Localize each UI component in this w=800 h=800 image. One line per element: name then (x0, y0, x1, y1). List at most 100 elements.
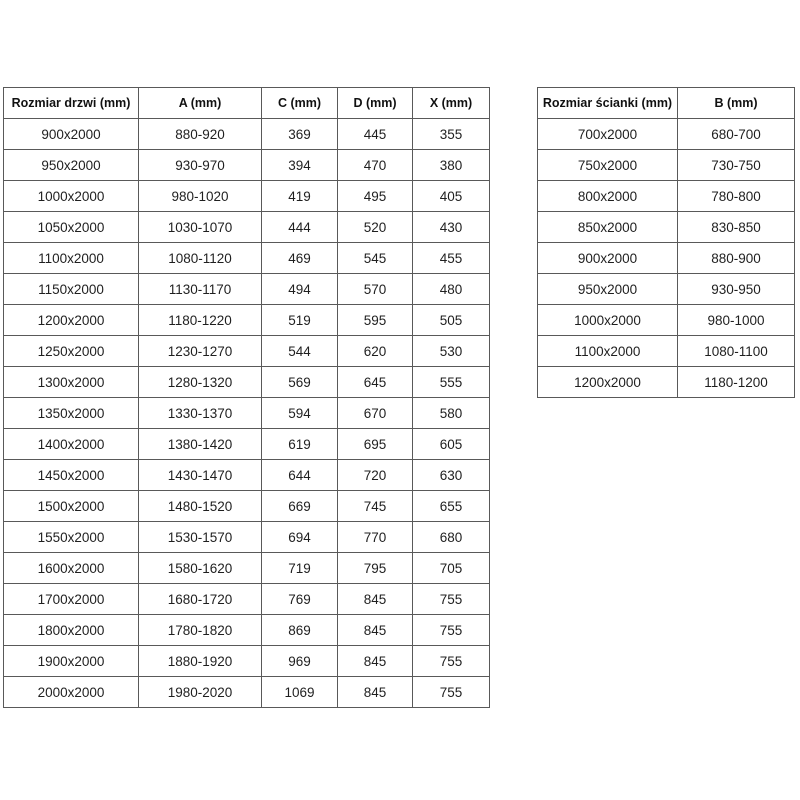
table-row: 1150x2000 1130-1170 494 570 480 (3, 273, 490, 305)
table-row: 1100x2000 1080-1100 (537, 335, 795, 367)
table-cell: 755 (412, 614, 490, 646)
header-row: Rozmiar ścianki (mm) B (mm) (537, 87, 795, 119)
table-cell: 594 (261, 397, 338, 429)
table-cell: 1300x2000 (3, 366, 139, 398)
table-cell: 520 (337, 211, 413, 243)
table-cell: 1900x2000 (3, 645, 139, 677)
table-cell: 530 (412, 335, 490, 367)
table-cell: 850x2000 (537, 211, 678, 243)
table-cell: 680-700 (677, 118, 795, 150)
table-cell: 419 (261, 180, 338, 212)
table-row: 750x2000 730-750 (537, 149, 795, 181)
table-cell: 1100x2000 (537, 335, 678, 367)
header-cell: D (mm) (337, 87, 413, 119)
table-cell: 1430-1470 (138, 459, 262, 491)
table-row: 1050x2000 1030-1070 444 520 430 (3, 211, 490, 243)
table-cell: 505 (412, 304, 490, 336)
table-row: 850x2000 830-850 (537, 211, 795, 243)
table-row: 700x2000 680-700 (537, 118, 795, 150)
table-cell: 705 (412, 552, 490, 584)
table-row: 1900x2000 1880-1920 969 845 755 (3, 645, 490, 677)
table-row: 1200x2000 1180-1220 519 595 505 (3, 304, 490, 336)
table-cell: 755 (412, 645, 490, 677)
table-cell: 1150x2000 (3, 273, 139, 305)
table-row: 900x2000 880-920 369 445 355 (3, 118, 490, 150)
header-cell: B (mm) (677, 87, 795, 119)
table-cell: 1000x2000 (3, 180, 139, 212)
table-cell: 755 (412, 583, 490, 615)
table-cell: 770 (337, 521, 413, 553)
table-cell: 845 (337, 583, 413, 615)
table-cell: 1180-1220 (138, 304, 262, 336)
table-cell: 380 (412, 149, 490, 181)
table-cell: 444 (261, 211, 338, 243)
table-cell: 445 (337, 118, 413, 150)
table-row: 1000x2000 980-1020 419 495 405 (3, 180, 490, 212)
table-cell: 869 (261, 614, 338, 646)
table-cell: 1030-1070 (138, 211, 262, 243)
table-cell: 1350x2000 (3, 397, 139, 429)
table-cell: 1550x2000 (3, 521, 139, 553)
table-cell: 469 (261, 242, 338, 274)
table-cell: 1250x2000 (3, 335, 139, 367)
table-cell: 1080-1120 (138, 242, 262, 274)
table-cell: 795 (337, 552, 413, 584)
table-cell: 2000x2000 (3, 676, 139, 708)
table-cell: 630 (412, 459, 490, 491)
table-cell: 1680-1720 (138, 583, 262, 615)
table-cell: 930-950 (677, 273, 795, 305)
table-cell: 480 (412, 273, 490, 305)
table-cell: 430 (412, 211, 490, 243)
table-cell: 1130-1170 (138, 273, 262, 305)
table-row: 1250x2000 1230-1270 544 620 530 (3, 335, 490, 367)
table-cell: 800x2000 (537, 180, 678, 212)
header-cell: C (mm) (261, 87, 338, 119)
table-cell: 470 (337, 149, 413, 181)
table-cell: 845 (337, 614, 413, 646)
table-cell: 495 (337, 180, 413, 212)
table-row: 1000x2000 980-1000 (537, 304, 795, 336)
table-row: 1800x2000 1780-1820 869 845 755 (3, 614, 490, 646)
table-row: 1700x2000 1680-1720 769 845 755 (3, 583, 490, 615)
table-cell: 719 (261, 552, 338, 584)
table-cell: 1450x2000 (3, 459, 139, 491)
table-row: 950x2000 930-950 (537, 273, 795, 305)
table-cell: 830-850 (677, 211, 795, 243)
header-row: Rozmiar drzwi (mm) A (mm) C (mm) D (mm) X (m… (3, 87, 490, 119)
table-cell: 1600x2000 (3, 552, 139, 584)
table-cell: 930-970 (138, 149, 262, 181)
door-size-table: Rozmiar drzwi (mm) A (mm) C (mm) D (mm) X (m… (3, 87, 490, 708)
table-cell: 880-920 (138, 118, 262, 150)
table-row: 1450x2000 1430-1470 644 720 630 (3, 459, 490, 491)
table-cell: 644 (261, 459, 338, 491)
header-cell: X (mm) (412, 87, 490, 119)
table-cell: 1050x2000 (3, 211, 139, 243)
table-cell: 620 (337, 335, 413, 367)
table-cell: 1000x2000 (537, 304, 678, 336)
table-cell: 845 (337, 645, 413, 677)
table-cell: 595 (337, 304, 413, 336)
table-cell: 845 (337, 676, 413, 708)
table-row: 800x2000 780-800 (537, 180, 795, 212)
table-row: 900x2000 880-900 (537, 242, 795, 274)
table-cell: 455 (412, 242, 490, 274)
table-cell: 1780-1820 (138, 614, 262, 646)
table-cell: 1080-1100 (677, 335, 795, 367)
table-cell: 969 (261, 645, 338, 677)
table-row: 1550x2000 1530-1570 694 770 680 (3, 521, 490, 553)
table-cell: 694 (261, 521, 338, 553)
table-cell: 1200x2000 (537, 366, 678, 398)
table-cell: 950x2000 (3, 149, 139, 181)
table-cell: 545 (337, 242, 413, 274)
table-cell: 700x2000 (537, 118, 678, 150)
table-row: 1300x2000 1280-1320 569 645 555 (3, 366, 490, 398)
table-cell: 1800x2000 (3, 614, 139, 646)
table-cell: 755 (412, 676, 490, 708)
table-cell: 1180-1200 (677, 366, 795, 398)
table-cell: 369 (261, 118, 338, 150)
table-cell: 1980-2020 (138, 676, 262, 708)
table-row: 1100x2000 1080-1120 469 545 455 (3, 242, 490, 274)
table-cell: 1480-1520 (138, 490, 262, 522)
header-cell: Rozmiar ścianki (mm) (537, 87, 678, 119)
table-cell: 569 (261, 366, 338, 398)
